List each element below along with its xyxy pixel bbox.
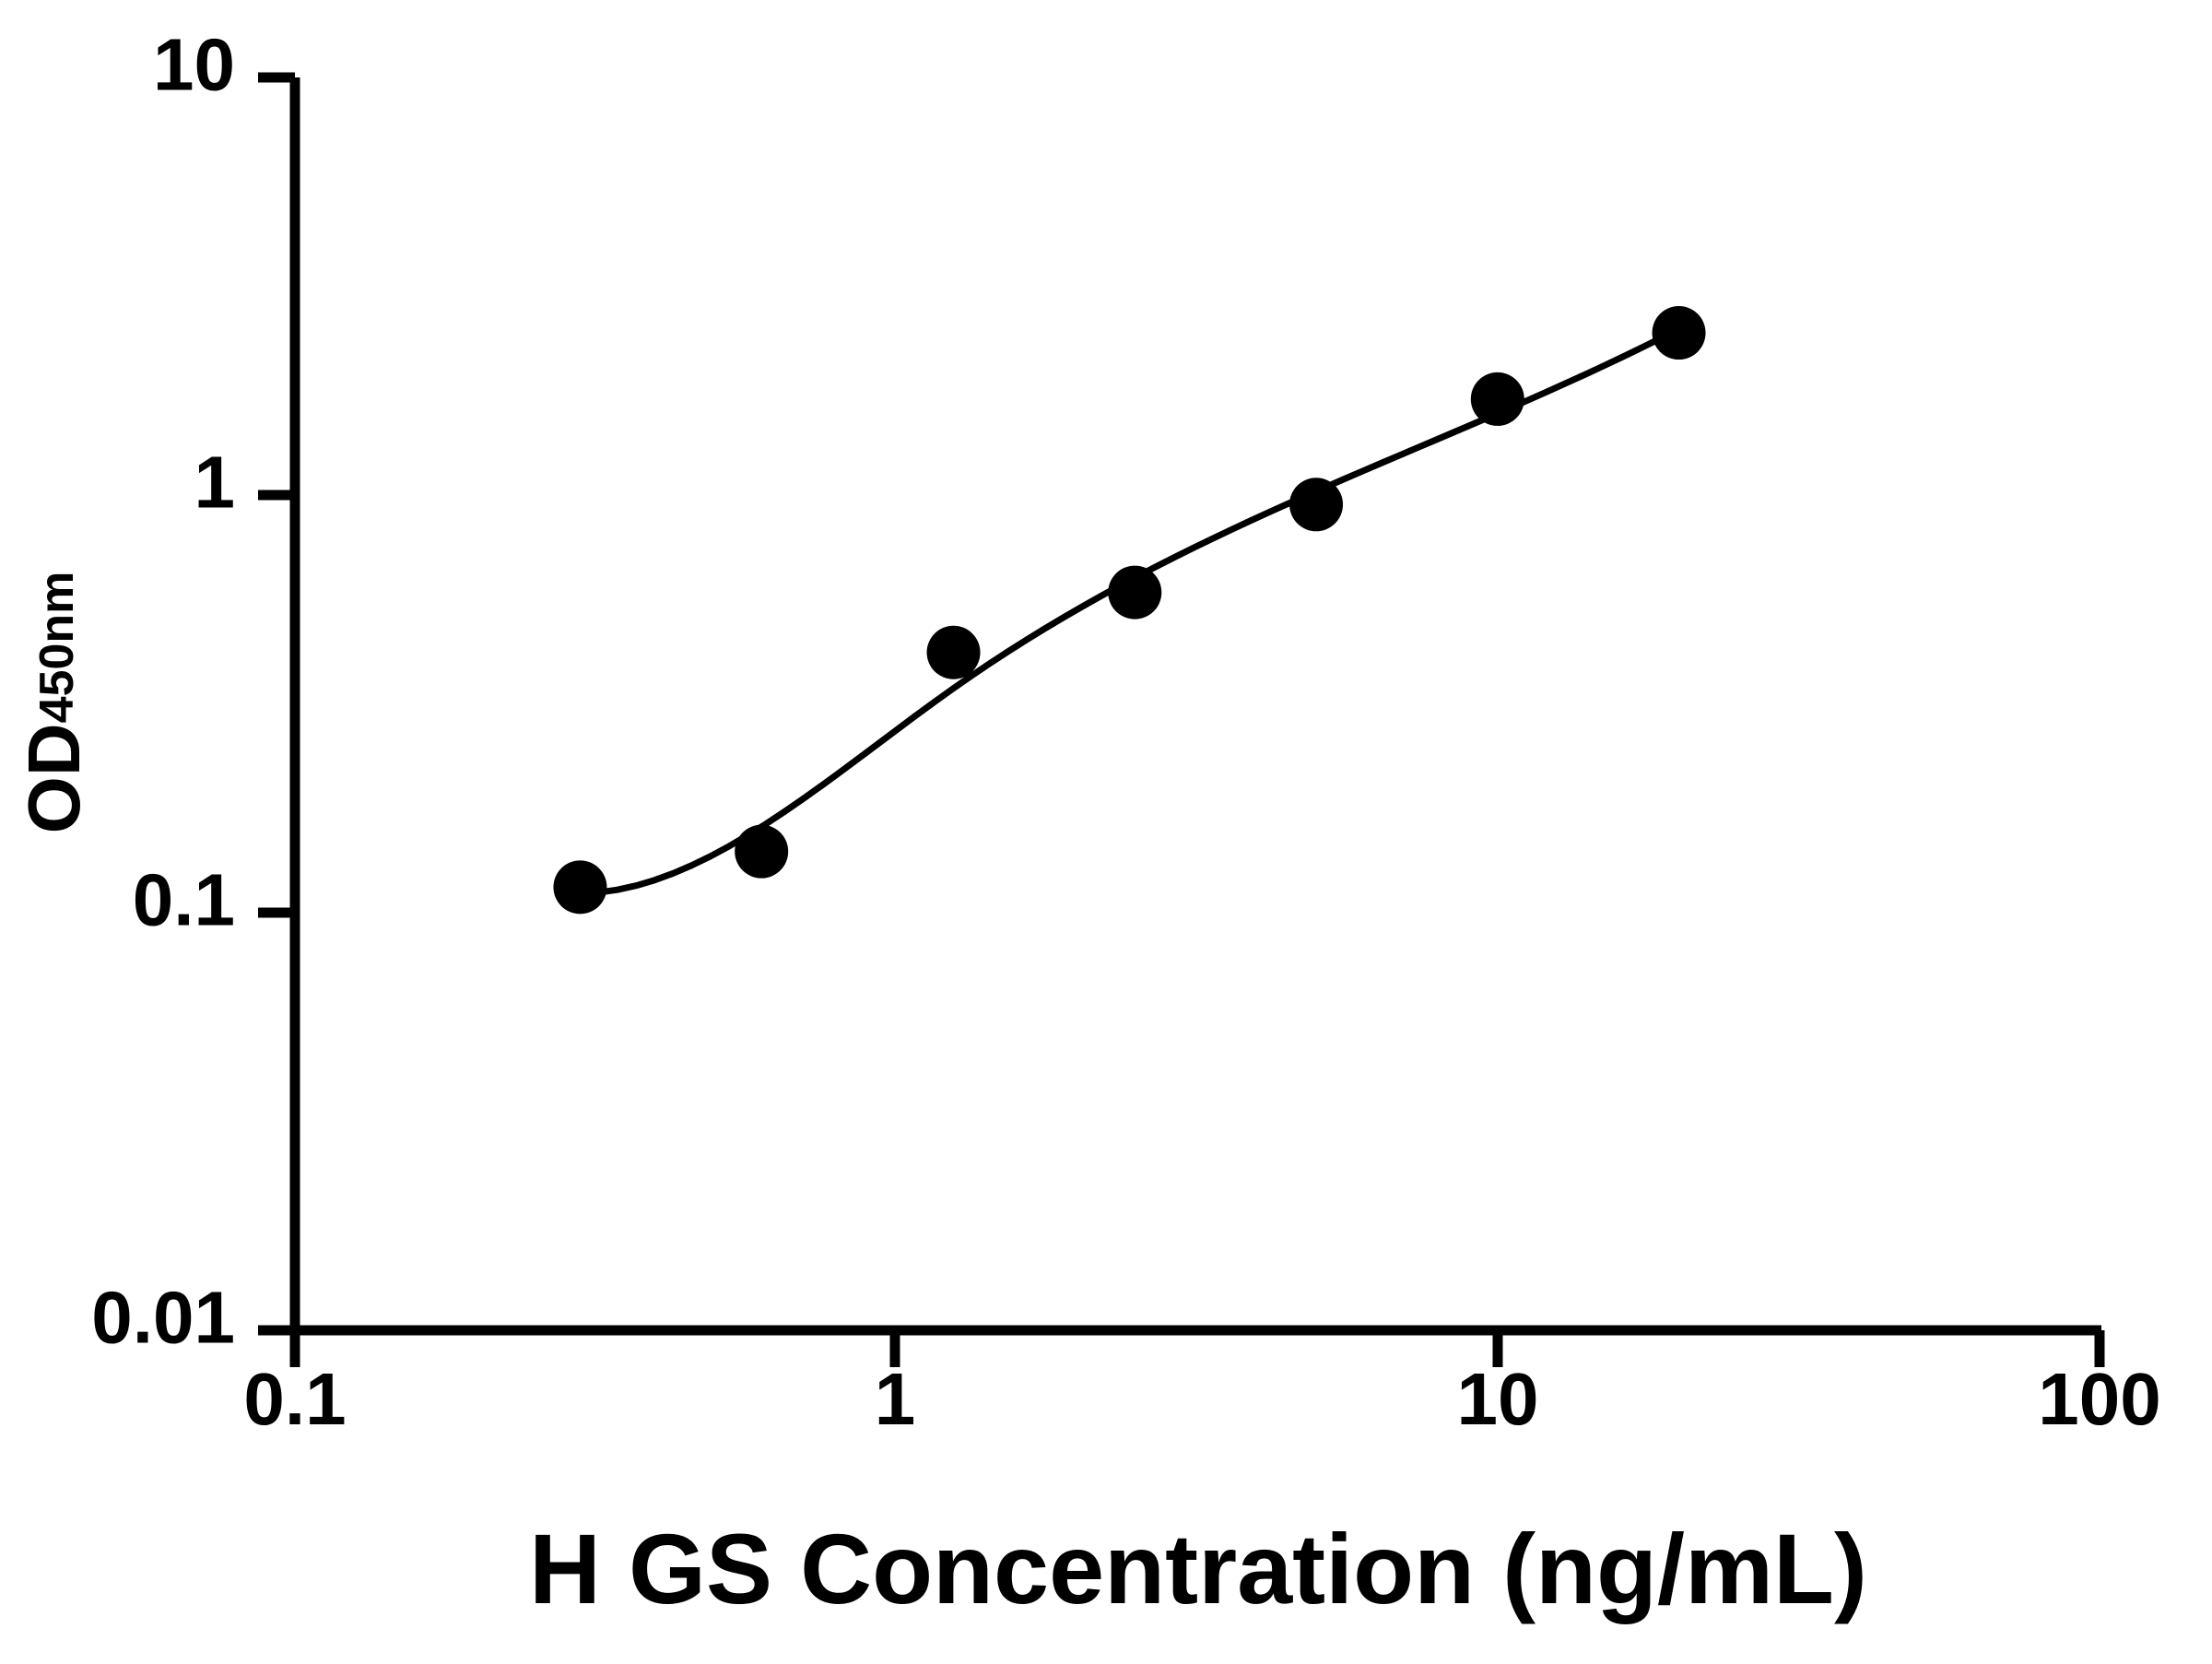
svg-text:0.1: 0.1 xyxy=(133,859,235,941)
svg-text:0.01: 0.01 xyxy=(91,1277,235,1359)
svg-text:0.1: 0.1 xyxy=(243,1358,346,1440)
svg-text:10: 10 xyxy=(1457,1358,1539,1440)
svg-text:100: 100 xyxy=(2038,1358,2160,1440)
svg-text:1: 1 xyxy=(875,1358,916,1440)
svg-text:10: 10 xyxy=(153,24,235,106)
svg-text:H GS Concentration (ng/mL): H GS Concentration (ng/mL) xyxy=(529,1513,1867,1624)
svg-text:1: 1 xyxy=(194,442,236,524)
